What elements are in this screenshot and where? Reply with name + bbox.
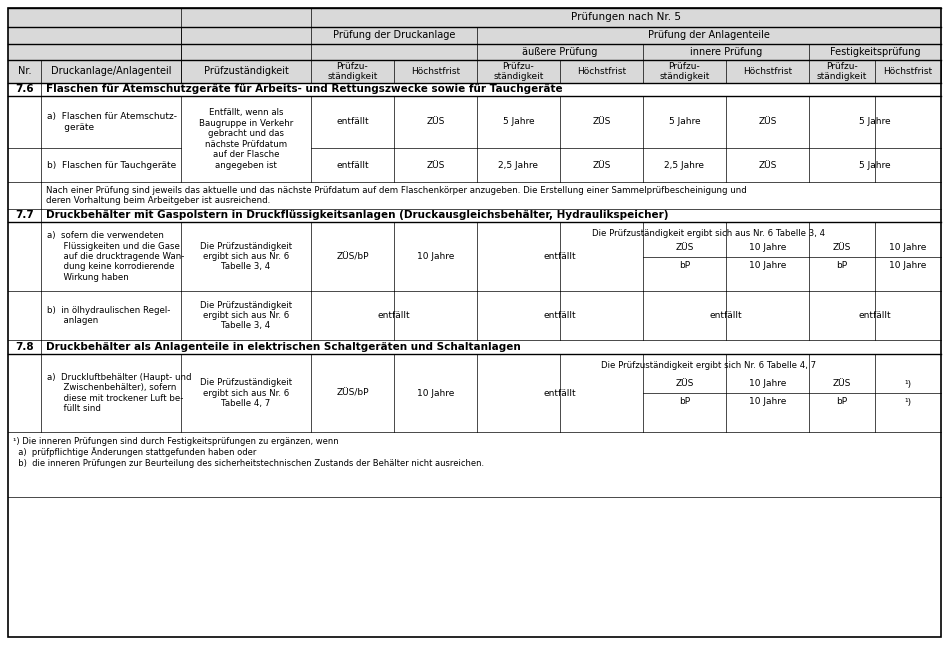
Text: ZÜS: ZÜS bbox=[833, 379, 851, 388]
Text: ZÜS/bP: ZÜS/bP bbox=[336, 388, 369, 397]
Text: Druckbehälter mit Gaspolstern in Druckflüssigkeitsanlagen (Druckausgleichsbehält: Druckbehälter mit Gaspolstern in Druckfl… bbox=[46, 210, 668, 221]
Text: Höchstfrist: Höchstfrist bbox=[411, 67, 460, 76]
Text: Druckbehälter als Anlagenteile in elektrischen Schaltgeräten und Schaltanlagen: Druckbehälter als Anlagenteile in elektr… bbox=[46, 342, 521, 352]
Text: bP: bP bbox=[836, 261, 847, 270]
Text: bP: bP bbox=[679, 397, 690, 406]
Text: 5 Jahre: 5 Jahre bbox=[859, 161, 891, 170]
Text: Prüfzuständigkeit: Prüfzuständigkeit bbox=[204, 66, 288, 77]
Text: entfällt: entfällt bbox=[710, 311, 742, 320]
Text: entfällt: entfällt bbox=[544, 388, 576, 397]
Text: 5 Jahre: 5 Jahre bbox=[669, 117, 700, 126]
Text: Die Prüfzuständigkeit
ergibt sich aus Nr. 6
Tabelle 3, 4: Die Prüfzuständigkeit ergibt sich aus Nr… bbox=[200, 242, 292, 272]
Text: 10 Jahre: 10 Jahre bbox=[749, 243, 786, 252]
Text: entfällt: entfällt bbox=[336, 161, 369, 170]
Text: ZÜS: ZÜS bbox=[833, 243, 851, 252]
Text: 2,5 Jahre: 2,5 Jahre bbox=[664, 161, 704, 170]
Text: bP: bP bbox=[679, 261, 690, 270]
Text: Prüfzu-
ständigkeit: Prüfzu- ständigkeit bbox=[327, 62, 378, 81]
Text: b)  in ölhydraulischen Regel-
      anlagen: b) in ölhydraulischen Regel- anlagen bbox=[47, 306, 171, 325]
Text: entfällt: entfällt bbox=[378, 311, 410, 320]
Text: Die Prüfzuständigkeit ergibt sich Nr. 6 Tabelle 4, 7: Die Prüfzuständigkeit ergibt sich Nr. 6 … bbox=[602, 361, 816, 370]
Text: Flaschen für Atemschutzgeräte für Arbeits- und Rettungszwecke sowie für Tauchger: Flaschen für Atemschutzgeräte für Arbeit… bbox=[46, 84, 563, 95]
Text: 5 Jahre: 5 Jahre bbox=[859, 117, 891, 126]
Text: Nr.: Nr. bbox=[18, 66, 31, 77]
Text: a)  Druckluftbehälter (Haupt- und
      Zwischenbehälter), sofern
      diese mi: a) Druckluftbehälter (Haupt- und Zwische… bbox=[47, 373, 192, 413]
Text: entfällt: entfällt bbox=[544, 311, 576, 320]
Text: 10 Jahre: 10 Jahre bbox=[749, 261, 786, 270]
Text: Die Prüfzuständigkeit
ergibt sich aus Nr. 6
Tabelle 4, 7: Die Prüfzuständigkeit ergibt sich aus Nr… bbox=[200, 378, 292, 408]
Text: 10 Jahre: 10 Jahre bbox=[749, 379, 786, 388]
Text: a)  Flaschen für Atemschutz-
      geräte: a) Flaschen für Atemschutz- geräte bbox=[47, 112, 177, 132]
Text: Die Prüfzuständigkeit
ergibt sich aus Nr. 6
Tabelle 3, 4: Die Prüfzuständigkeit ergibt sich aus Nr… bbox=[200, 301, 292, 330]
Text: äußere Prüfung: äußere Prüfung bbox=[522, 47, 598, 57]
Text: ¹) Die inneren Prüfungen sind durch Festigkeitsprüfungen zu ergänzen, wenn
  a) : ¹) Die inneren Prüfungen sind durch Fest… bbox=[13, 437, 484, 468]
Text: b)  Flaschen für Tauchgeräte: b) Flaschen für Tauchgeräte bbox=[47, 161, 177, 170]
Text: ZÜS: ZÜS bbox=[592, 117, 611, 126]
Text: 7.7: 7.7 bbox=[15, 210, 34, 221]
Text: ZÜS: ZÜS bbox=[676, 379, 694, 388]
Text: bP: bP bbox=[836, 397, 847, 406]
Text: Nach einer Prüfung sind jeweils das aktuelle und das nächste Prüfdatum auf dem F: Nach einer Prüfung sind jeweils das aktu… bbox=[46, 186, 747, 205]
Text: Höchstfrist: Höchstfrist bbox=[884, 67, 933, 76]
Bar bbox=[8, 8, 941, 83]
Text: ZÜS: ZÜS bbox=[592, 161, 611, 170]
Text: Prüfzu-
ständigkeit: Prüfzu- ständigkeit bbox=[817, 62, 867, 81]
Text: 10 Jahre: 10 Jahre bbox=[749, 397, 786, 406]
Text: ZÜS/bP: ZÜS/bP bbox=[336, 252, 369, 261]
Text: Die Prüfzuständigkeit ergibt sich aus Nr. 6 Tabelle 3, 4: Die Prüfzuständigkeit ergibt sich aus Nr… bbox=[592, 229, 826, 238]
Text: ¹): ¹) bbox=[904, 397, 912, 406]
Text: ZÜS: ZÜS bbox=[426, 117, 445, 126]
Text: entfällt: entfällt bbox=[336, 117, 369, 126]
Text: ZÜS: ZÜS bbox=[426, 161, 445, 170]
Text: entfällt: entfällt bbox=[859, 311, 891, 320]
Text: Prüfung der Anlagenteile: Prüfung der Anlagenteile bbox=[648, 30, 770, 41]
Text: Höchstfrist: Höchstfrist bbox=[743, 67, 792, 76]
Text: Festigkeitsprüfung: Festigkeitsprüfung bbox=[829, 47, 921, 57]
Text: a)  sofern die verwendeten
      Flüssigkeiten und die Gase
      auf die druckt: a) sofern die verwendeten Flüssigkeiten … bbox=[47, 231, 184, 282]
Text: Prüfung der Druckanlage: Prüfung der Druckanlage bbox=[333, 30, 456, 41]
Text: entfällt: entfällt bbox=[544, 252, 576, 261]
Text: Prüfzu-
ständigkeit: Prüfzu- ständigkeit bbox=[660, 62, 710, 81]
Text: Höchstfrist: Höchstfrist bbox=[577, 67, 626, 76]
Text: ZÜS: ZÜS bbox=[758, 117, 776, 126]
Text: Prüfzu-
ständigkeit: Prüfzu- ständigkeit bbox=[493, 62, 544, 81]
Text: ZÜS: ZÜS bbox=[676, 243, 694, 252]
Text: 10 Jahre: 10 Jahre bbox=[417, 252, 455, 261]
Text: 10 Jahre: 10 Jahre bbox=[889, 261, 926, 270]
Text: Druckanlage/Anlagenteil: Druckanlage/Anlagenteil bbox=[50, 66, 171, 77]
Text: ZÜS: ZÜS bbox=[758, 161, 776, 170]
Text: 2,5 Jahre: 2,5 Jahre bbox=[498, 161, 538, 170]
Text: Entfällt, wenn als
Baugruppe in Verkehr
gebracht und das
nächste Prüfdatum
auf d: Entfällt, wenn als Baugruppe in Verkehr … bbox=[199, 108, 293, 170]
Text: ¹): ¹) bbox=[904, 379, 912, 388]
Text: 7.6: 7.6 bbox=[15, 84, 34, 95]
Text: 7.8: 7.8 bbox=[15, 342, 34, 352]
Text: 10 Jahre: 10 Jahre bbox=[889, 243, 926, 252]
Text: 5 Jahre: 5 Jahre bbox=[503, 117, 534, 126]
Text: 10 Jahre: 10 Jahre bbox=[417, 388, 455, 397]
Text: innere Prüfung: innere Prüfung bbox=[690, 47, 762, 57]
Text: Prüfungen nach Nr. 5: Prüfungen nach Nr. 5 bbox=[571, 12, 681, 23]
